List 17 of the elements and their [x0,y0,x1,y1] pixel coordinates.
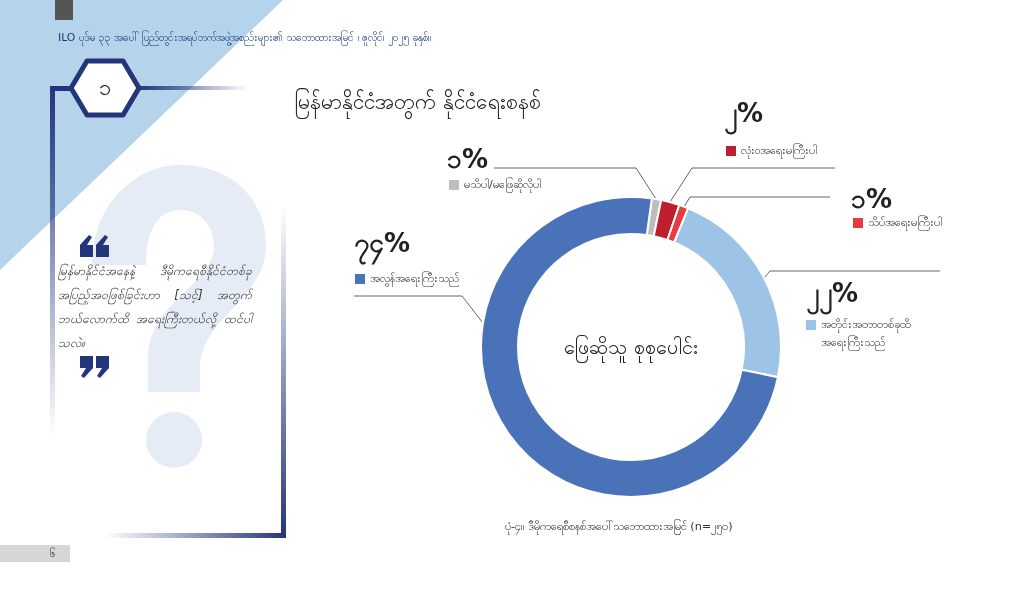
text: ပုံ-၄။ ဒီမိုကရေစီစနစ်အပေါ်သဘောထားအမြင် (n=၂၅၀) [505,519,733,536]
text: ILO ပုဒ်မ ၃၃ အပေါ် ပြည်တွင်းအရပ်ဘက်အဖွဲ့အစည်းများ၏ သဘောထားအမြင် ၊ ဇူလိုင်၊ ၂၀၂၅ ခုနှစ်။ [58,30,432,46]
data-label: ၇၄% [354,228,411,265]
data-label: ၁% [447,144,489,174]
data-label: ၁% [851,184,893,214]
legend-label: မသိပါ/မဖြေဆိုလိုပါ [464,178,541,191]
text: ဖြေဆိုသူ စုစုပေါင်း [564,335,698,363]
legend-label: သိပ်အရေးမကြီးပါ [868,216,942,229]
text: ၆ [50,546,56,561]
legend-label: အလွန်အရေးကြီးသည် [370,272,459,285]
text: ၁ [98,74,112,102]
legend-label: အတိုင်းအတာတစ်ခုထိ အရေးကြီးသည် [821,318,911,349]
legend-label: လုံးဝအရေးမကြီးပါ [741,144,817,157]
text: မြန်မာနိုင်ငံအနေနဲ့ ဒီမိုကရေစီနိုင်ငံတစ်ခု အပြည့်အဝဖြစ်ခြင်းဟာ [သင့်] အတွက် ဘယ်လောက်ထိ အရေးကြီးတယ်လို့ ထင်ပါသလဲ။ [58,262,252,352]
chart-title: မြန်မာနိုင်ငံအတွက် နိုင်ငံရေးစနစ် [294,87,541,120]
data-label: ၂% [724,98,764,135]
data-label: ၂၂% [806,278,859,315]
